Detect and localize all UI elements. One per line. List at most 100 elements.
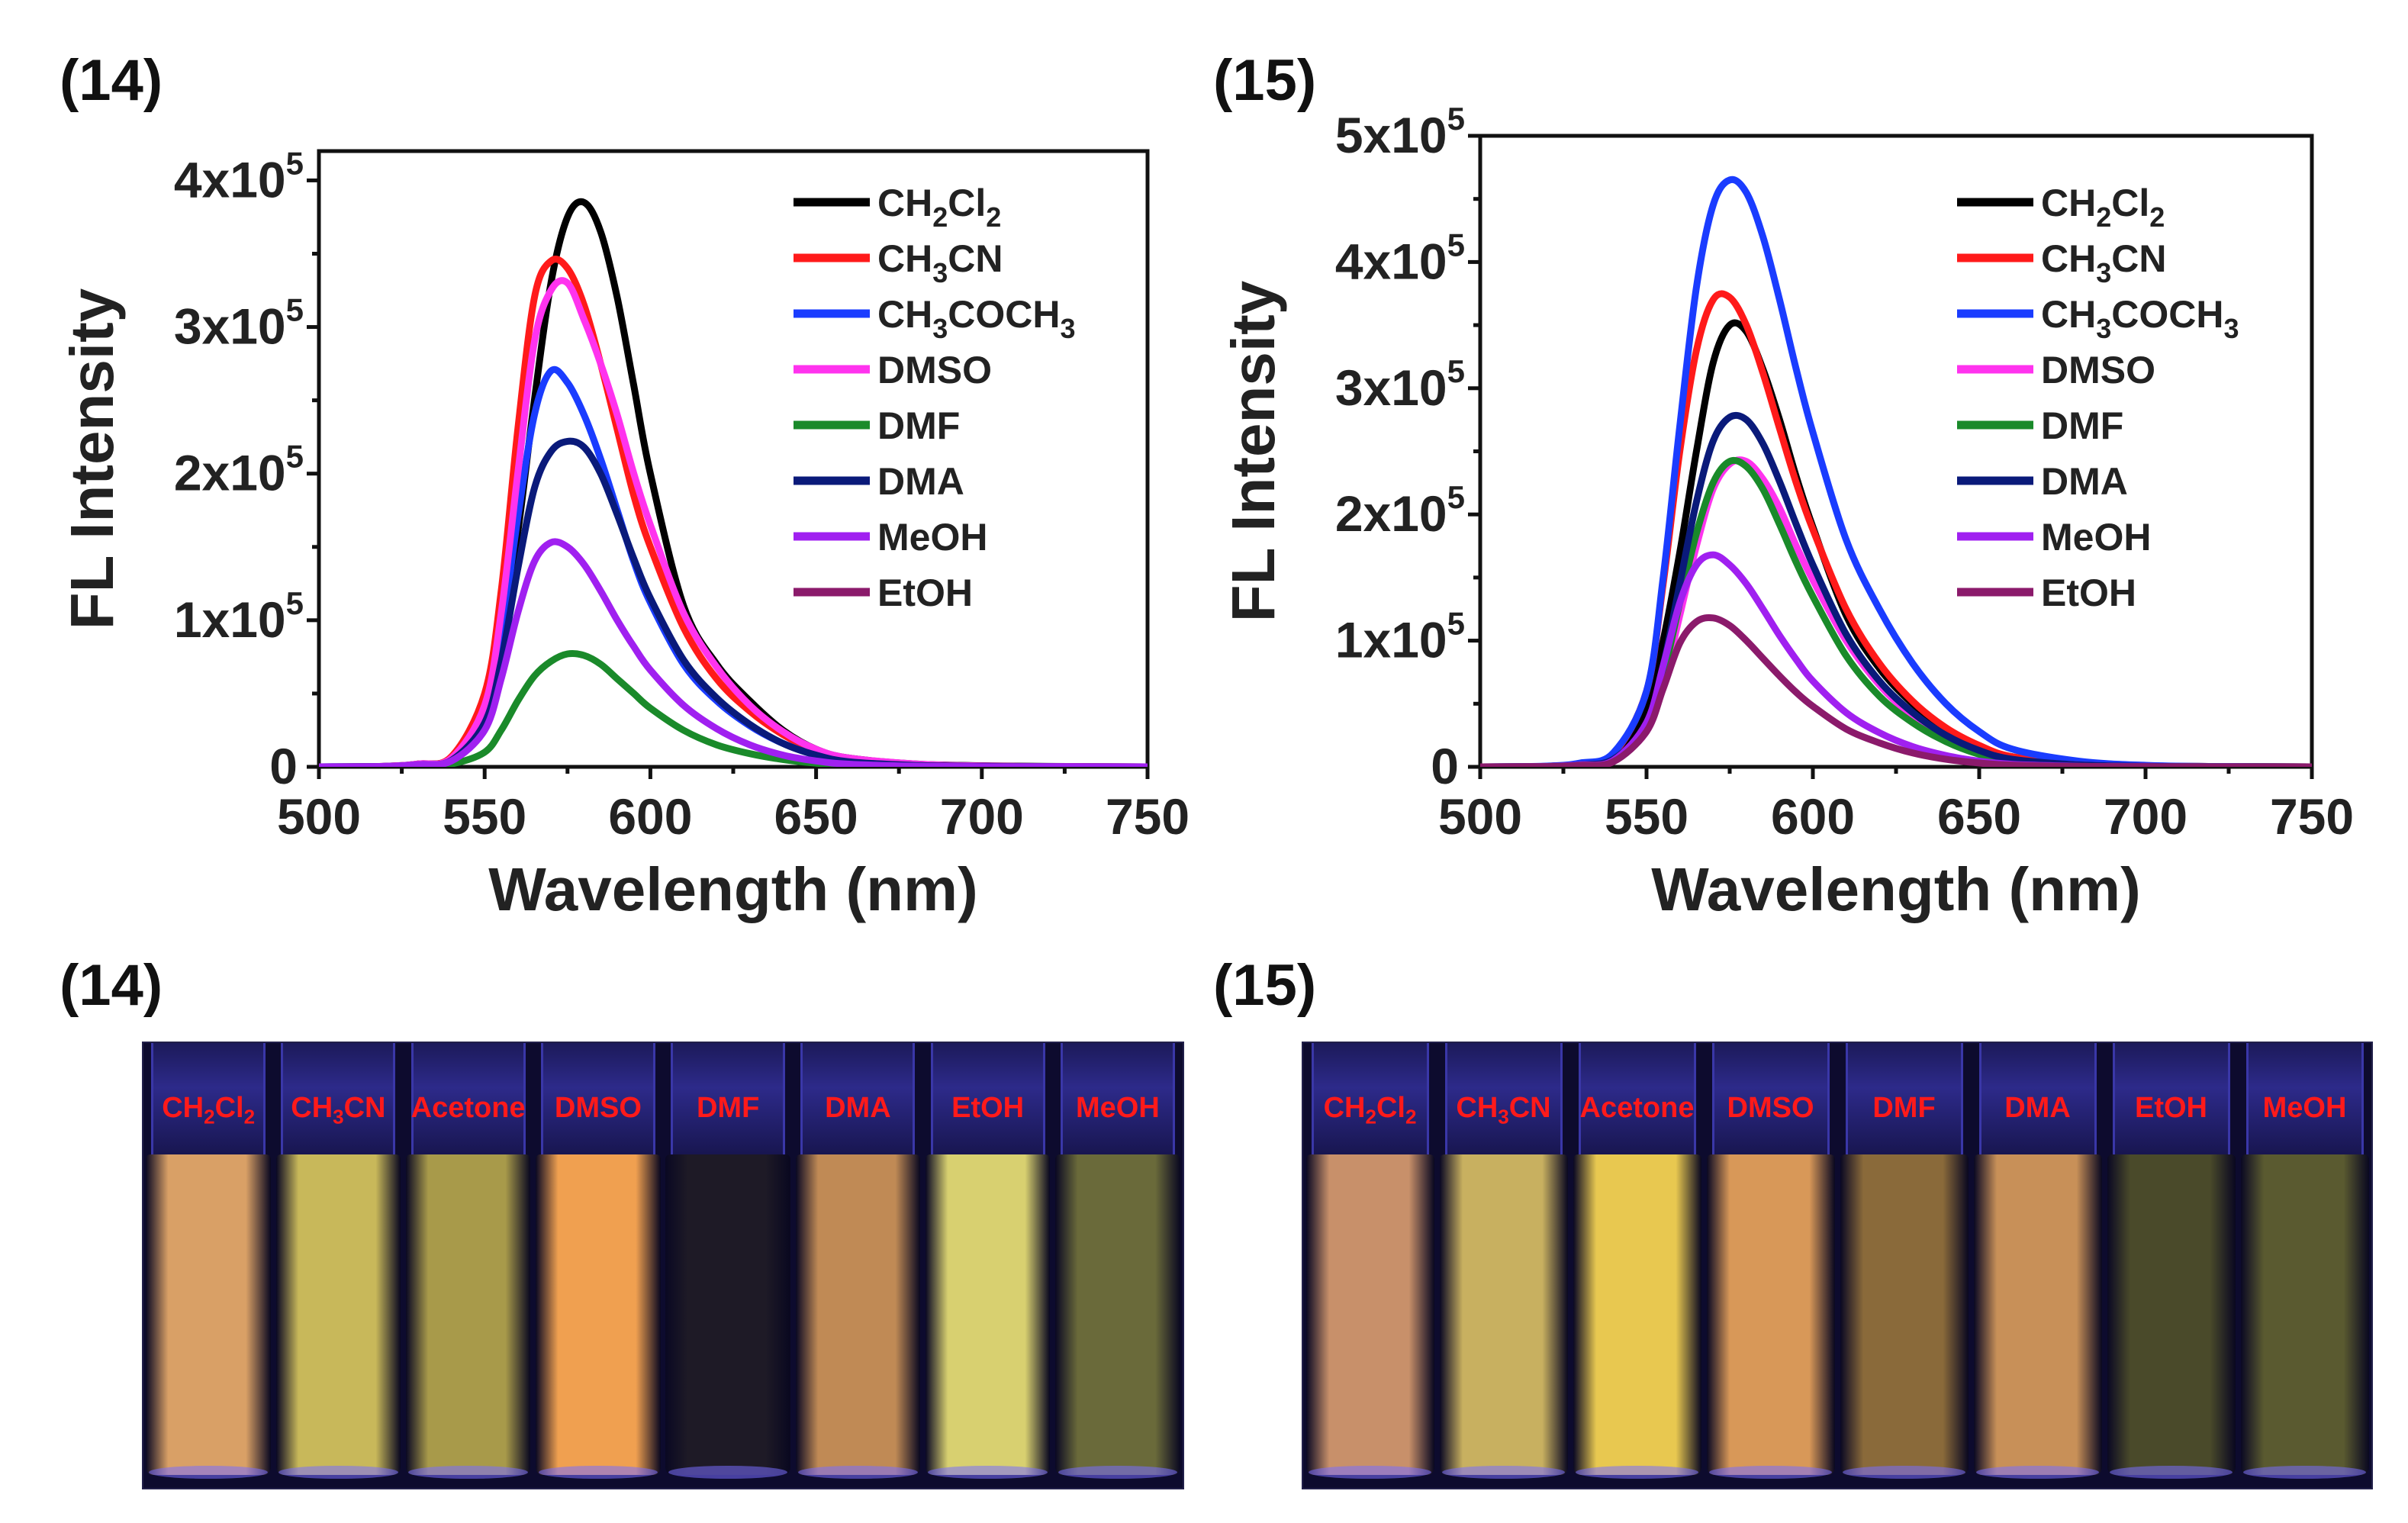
vial-base-glow	[1709, 1465, 1832, 1480]
x-tick-label: 650	[1937, 788, 2021, 845]
legend-label: CH3COCH3	[2041, 293, 2239, 344]
vial-label: CH3CN	[1456, 1092, 1551, 1129]
vial-base-glow	[1576, 1465, 1698, 1480]
vial-label: MeOH	[1075, 1092, 1160, 1125]
vial-base-glow	[1058, 1465, 1178, 1480]
vial-cap	[281, 1043, 396, 1154]
y-tick-label: 0	[269, 738, 298, 794]
vial-cap	[1578, 1043, 1696, 1154]
vial-label: DMA	[2004, 1092, 2071, 1125]
vial-label: EtOH	[2135, 1092, 2207, 1125]
y-tick-label: 4x105	[1335, 227, 1465, 289]
x-tick-label: 650	[774, 788, 858, 845]
vial-solution	[2240, 1154, 2369, 1475]
vial-base-glow	[148, 1465, 269, 1480]
vial-solution	[275, 1154, 401, 1475]
legend-label: DMF	[877, 404, 960, 447]
y-tick-label: 3x105	[174, 292, 304, 355]
legend-label: CH3COCH3	[877, 293, 1076, 344]
y-tick-label: 5x105	[1335, 101, 1465, 163]
vial-ch2cl2: CH2Cl2	[143, 1043, 273, 1488]
vial-cap	[1444, 1043, 1563, 1154]
vial-ch2cl2: CH2Cl2	[1303, 1043, 1437, 1488]
vial-label: DMSO	[1727, 1092, 1814, 1125]
vial-label: CH2Cl2	[162, 1092, 256, 1129]
y-tick-label: 2x105	[1335, 479, 1465, 542]
vial-cap	[800, 1043, 916, 1154]
vial-solution	[925, 1154, 1051, 1475]
vial-solution	[1055, 1154, 1180, 1475]
vial-photo-15: CH2Cl2 CH3CN Acetone DMSO DMF DMA EtOH MeOH	[1302, 1042, 2373, 1489]
vial-solution	[1305, 1154, 1434, 1475]
vial-cap	[151, 1043, 266, 1154]
y-axis-title: FL Intensity	[58, 288, 126, 629]
x-tick-label: 750	[1106, 788, 1190, 845]
y-tick-label: 1x105	[174, 585, 304, 648]
x-axis-title: Wavelength (nm)	[1651, 855, 2140, 923]
vial-dma: DMA	[793, 1043, 922, 1488]
vial-solution	[795, 1154, 921, 1475]
y-tick-label: 0	[1431, 738, 1459, 794]
y-axis-title: FL Intensity	[1219, 280, 1287, 622]
vial-cap	[1711, 1043, 1830, 1154]
x-tick-label: 600	[608, 788, 692, 845]
vial-base-glow	[538, 1465, 658, 1480]
vial-solution	[405, 1154, 531, 1475]
panel-label-15-top: (15)	[1213, 48, 1317, 113]
legend-label: EtOH	[2041, 572, 2136, 614]
legend-label: DMA	[877, 460, 964, 503]
panel-label-14-bottom: (14)	[60, 953, 163, 1018]
vial-etoh: EtOH	[2104, 1043, 2238, 1488]
vial-base-glow	[928, 1465, 1048, 1480]
y-tick-label: 4x105	[174, 145, 304, 208]
panel-label-15-bottom: (15)	[1213, 953, 1317, 1018]
x-tick-label: 600	[1771, 788, 1855, 845]
vial-label: CH3CN	[291, 1092, 386, 1129]
vial-dmso: DMSO	[533, 1043, 663, 1488]
x-tick-label: 700	[2104, 788, 2187, 845]
vial-solution	[146, 1154, 271, 1475]
vial-ch3cn: CH3CN	[273, 1043, 403, 1488]
legend-label: MeOH	[877, 516, 987, 559]
series-line-etoh	[1480, 613, 2312, 767]
plot-frame	[1478, 134, 2314, 769]
vial-meoh: MeOH	[1053, 1043, 1183, 1488]
vial-base-glow	[668, 1465, 788, 1480]
x-tick-label: 700	[940, 788, 1024, 845]
vial-base-glow	[1843, 1465, 1965, 1480]
vial-label: Acetone	[1579, 1092, 1695, 1125]
legend-label: CH2Cl2	[2041, 182, 2165, 233]
vial-solution	[2107, 1154, 2236, 1475]
legend-label: CH2Cl2	[877, 182, 1001, 233]
vial-cap	[410, 1043, 526, 1154]
vial-cap	[2245, 1043, 2364, 1154]
panel-label-14-top: (14)	[60, 48, 163, 113]
vial-solution	[1840, 1154, 1969, 1475]
x-tick-label: 500	[277, 788, 361, 845]
vial-label: Acetone	[410, 1092, 526, 1125]
legend-label: DMA	[2041, 460, 2128, 503]
vial-base-glow	[408, 1465, 528, 1480]
series-line-dmf	[1480, 456, 2312, 767]
y-tick-label: 1x105	[1335, 606, 1465, 668]
vial-etoh: EtOH	[923, 1043, 1053, 1488]
y-tick-label: 3x105	[1335, 353, 1465, 416]
vial-cap	[930, 1043, 1045, 1154]
series-line-meoh	[319, 538, 1148, 767]
vial-base-glow	[1976, 1465, 2099, 1480]
y-tick-label: 2x105	[174, 439, 304, 501]
vial-label: EtOH	[951, 1092, 1025, 1125]
legend-label: DMSO	[2041, 349, 2155, 391]
vial-cap	[1845, 1043, 1963, 1154]
vial-label: DMA	[825, 1092, 891, 1125]
vial-base-glow	[1442, 1465, 1565, 1480]
vial-base-glow	[798, 1465, 918, 1480]
vial-base-glow	[278, 1465, 398, 1480]
vial-cap	[540, 1043, 655, 1154]
vial-solution	[1706, 1154, 1835, 1475]
vial-ch3cn: CH3CN	[1437, 1043, 1570, 1488]
vial-solution	[1973, 1154, 2102, 1475]
x-tick-label: 500	[1438, 788, 1522, 845]
